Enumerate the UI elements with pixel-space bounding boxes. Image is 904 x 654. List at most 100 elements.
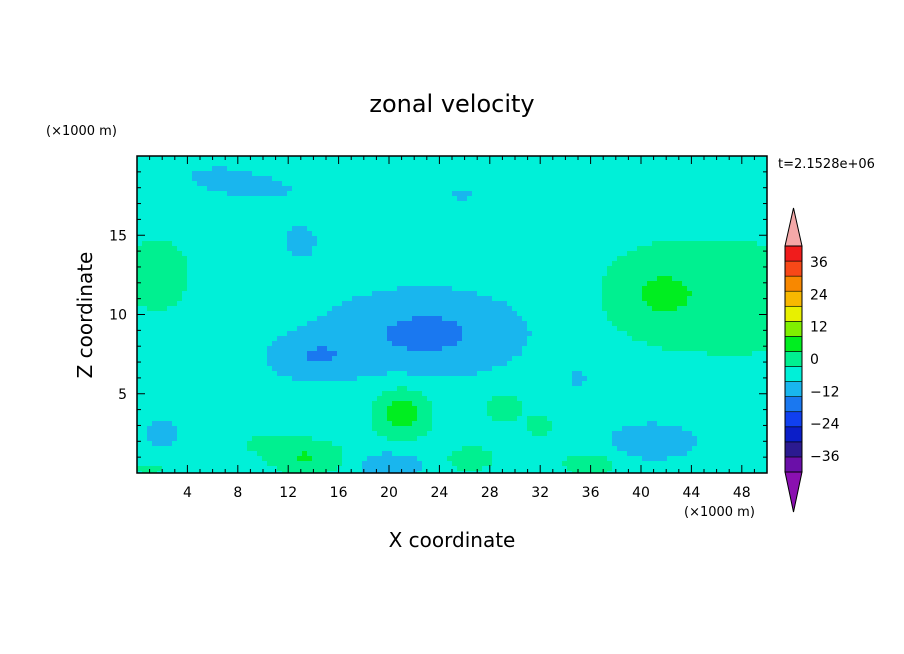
contour-cell (397, 171, 403, 177)
contour-cell (447, 356, 453, 362)
contour-cell (237, 236, 243, 242)
contour-cell (347, 331, 353, 337)
contour-cell (477, 161, 483, 167)
contour-cell (392, 256, 398, 262)
contour-cell (462, 446, 468, 452)
contour-cell (477, 436, 483, 442)
contour-cell (267, 381, 273, 387)
contour-cell (147, 291, 153, 297)
contour-cell (422, 411, 428, 417)
contour-cell (387, 316, 393, 322)
contour-cell (262, 231, 268, 237)
contour-cell (447, 211, 453, 217)
contour-cell (422, 201, 428, 207)
contour-cell (317, 456, 323, 462)
contour-cell (387, 451, 393, 457)
contour-cell (467, 176, 473, 182)
contour-cell (162, 321, 168, 327)
contour-cell (417, 366, 423, 372)
contour-cell (407, 226, 413, 232)
contour-cell (317, 156, 323, 162)
contour-cell (142, 416, 148, 422)
contour-cell (477, 426, 483, 432)
contour-cell (232, 326, 238, 332)
contour-cell (272, 361, 278, 367)
contour-cell (452, 401, 458, 407)
contour-cell (212, 376, 218, 382)
contour-cell (247, 456, 253, 462)
contour-cell (322, 411, 328, 417)
contour-cell (437, 461, 443, 467)
contour-cell (417, 321, 423, 327)
contour-cell (287, 261, 293, 267)
contour-cell (417, 371, 423, 377)
contour-cell (512, 336, 518, 342)
contour-cell (237, 171, 243, 177)
contour-cell (512, 301, 518, 307)
contour-cell (482, 201, 488, 207)
contour-cell (212, 281, 218, 287)
contour-cell (372, 196, 378, 202)
contour-cell (382, 331, 388, 337)
contour-cell (287, 441, 293, 447)
contour-cell (522, 376, 528, 382)
contour-cell (387, 196, 393, 202)
contour-cell (487, 391, 493, 397)
contour-cell (172, 446, 178, 452)
contour-cell (177, 226, 183, 232)
contour-cell (292, 411, 298, 417)
contour-cell (232, 421, 238, 427)
contour-cell (297, 391, 303, 397)
contour-cell (167, 381, 173, 387)
contour-cell (387, 346, 393, 352)
contour-cell (387, 356, 393, 362)
contour-cell (337, 456, 343, 462)
contour-cell (362, 351, 368, 357)
contour-cell (182, 266, 188, 272)
contour-cell (292, 251, 298, 257)
contour-cell (432, 331, 438, 337)
contour-cell (342, 416, 348, 422)
contour-cell (272, 161, 278, 167)
contour-cell (447, 216, 453, 222)
contour-cell (247, 346, 253, 352)
contour-cell (382, 471, 388, 474)
contour-cell (227, 206, 233, 212)
contour-cell (522, 191, 528, 197)
contour-cell (237, 251, 243, 257)
contour-cell (512, 466, 518, 472)
contour-cell (472, 336, 478, 342)
contour-cell (517, 346, 523, 352)
contour-cell (502, 321, 508, 327)
contour-cell (297, 196, 303, 202)
contour-cell (337, 316, 343, 322)
contour-cell (192, 231, 198, 237)
contour-cell (492, 261, 498, 267)
contour-cell (207, 251, 213, 257)
contour-cell (437, 386, 443, 392)
contour-cell (262, 471, 268, 474)
contour-cell (212, 231, 218, 237)
contour-cell (297, 426, 303, 432)
contour-cell (222, 376, 228, 382)
contour-cell (382, 246, 388, 252)
contour-cell (152, 161, 158, 167)
contour-cell (502, 346, 508, 352)
contour-cell (412, 166, 418, 172)
contour-cell (207, 421, 213, 427)
contour-cell (277, 176, 283, 182)
contour-cell (437, 266, 443, 272)
contour-cell (447, 241, 453, 247)
contour-cell (392, 406, 398, 412)
contour-cell (472, 331, 478, 337)
contour-cell (317, 246, 323, 252)
contour-cell (287, 451, 293, 457)
contour-cell (492, 201, 498, 207)
contour-cell (192, 181, 198, 187)
contour-cell (177, 196, 183, 202)
contour-cell (397, 456, 403, 462)
contour-cell (167, 321, 173, 327)
contour-cell (137, 156, 143, 162)
contour-cell (242, 286, 248, 292)
contour-cell (207, 276, 213, 282)
